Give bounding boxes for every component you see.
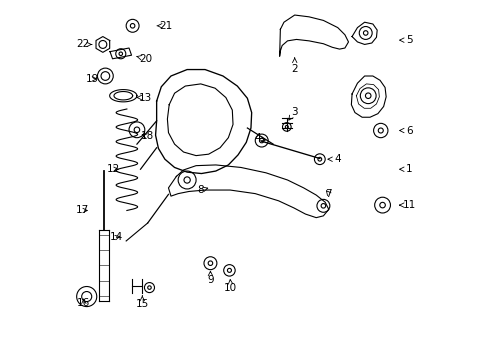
Text: 1: 1 [399,164,412,174]
Text: 15: 15 [135,296,149,309]
Text: 10: 10 [224,280,237,293]
Text: 17: 17 [76,206,89,216]
Text: 14: 14 [109,232,122,242]
Text: 18: 18 [140,131,153,141]
Text: 11: 11 [399,200,415,210]
Text: 13: 13 [136,93,152,103]
Text: 19: 19 [85,74,99,84]
Text: 3: 3 [288,107,297,120]
Text: 22: 22 [76,40,92,49]
Text: 6: 6 [399,126,412,135]
Text: 9: 9 [207,271,213,285]
Text: 2: 2 [291,58,297,74]
Text: 7: 7 [325,189,331,199]
Text: 4: 4 [327,154,340,164]
Text: 4: 4 [254,133,264,143]
Text: 8: 8 [197,185,207,195]
Text: 20: 20 [136,54,152,64]
Text: 5: 5 [399,35,412,45]
Text: 21: 21 [157,21,173,31]
Text: 16: 16 [77,298,90,308]
Text: 12: 12 [107,164,120,174]
